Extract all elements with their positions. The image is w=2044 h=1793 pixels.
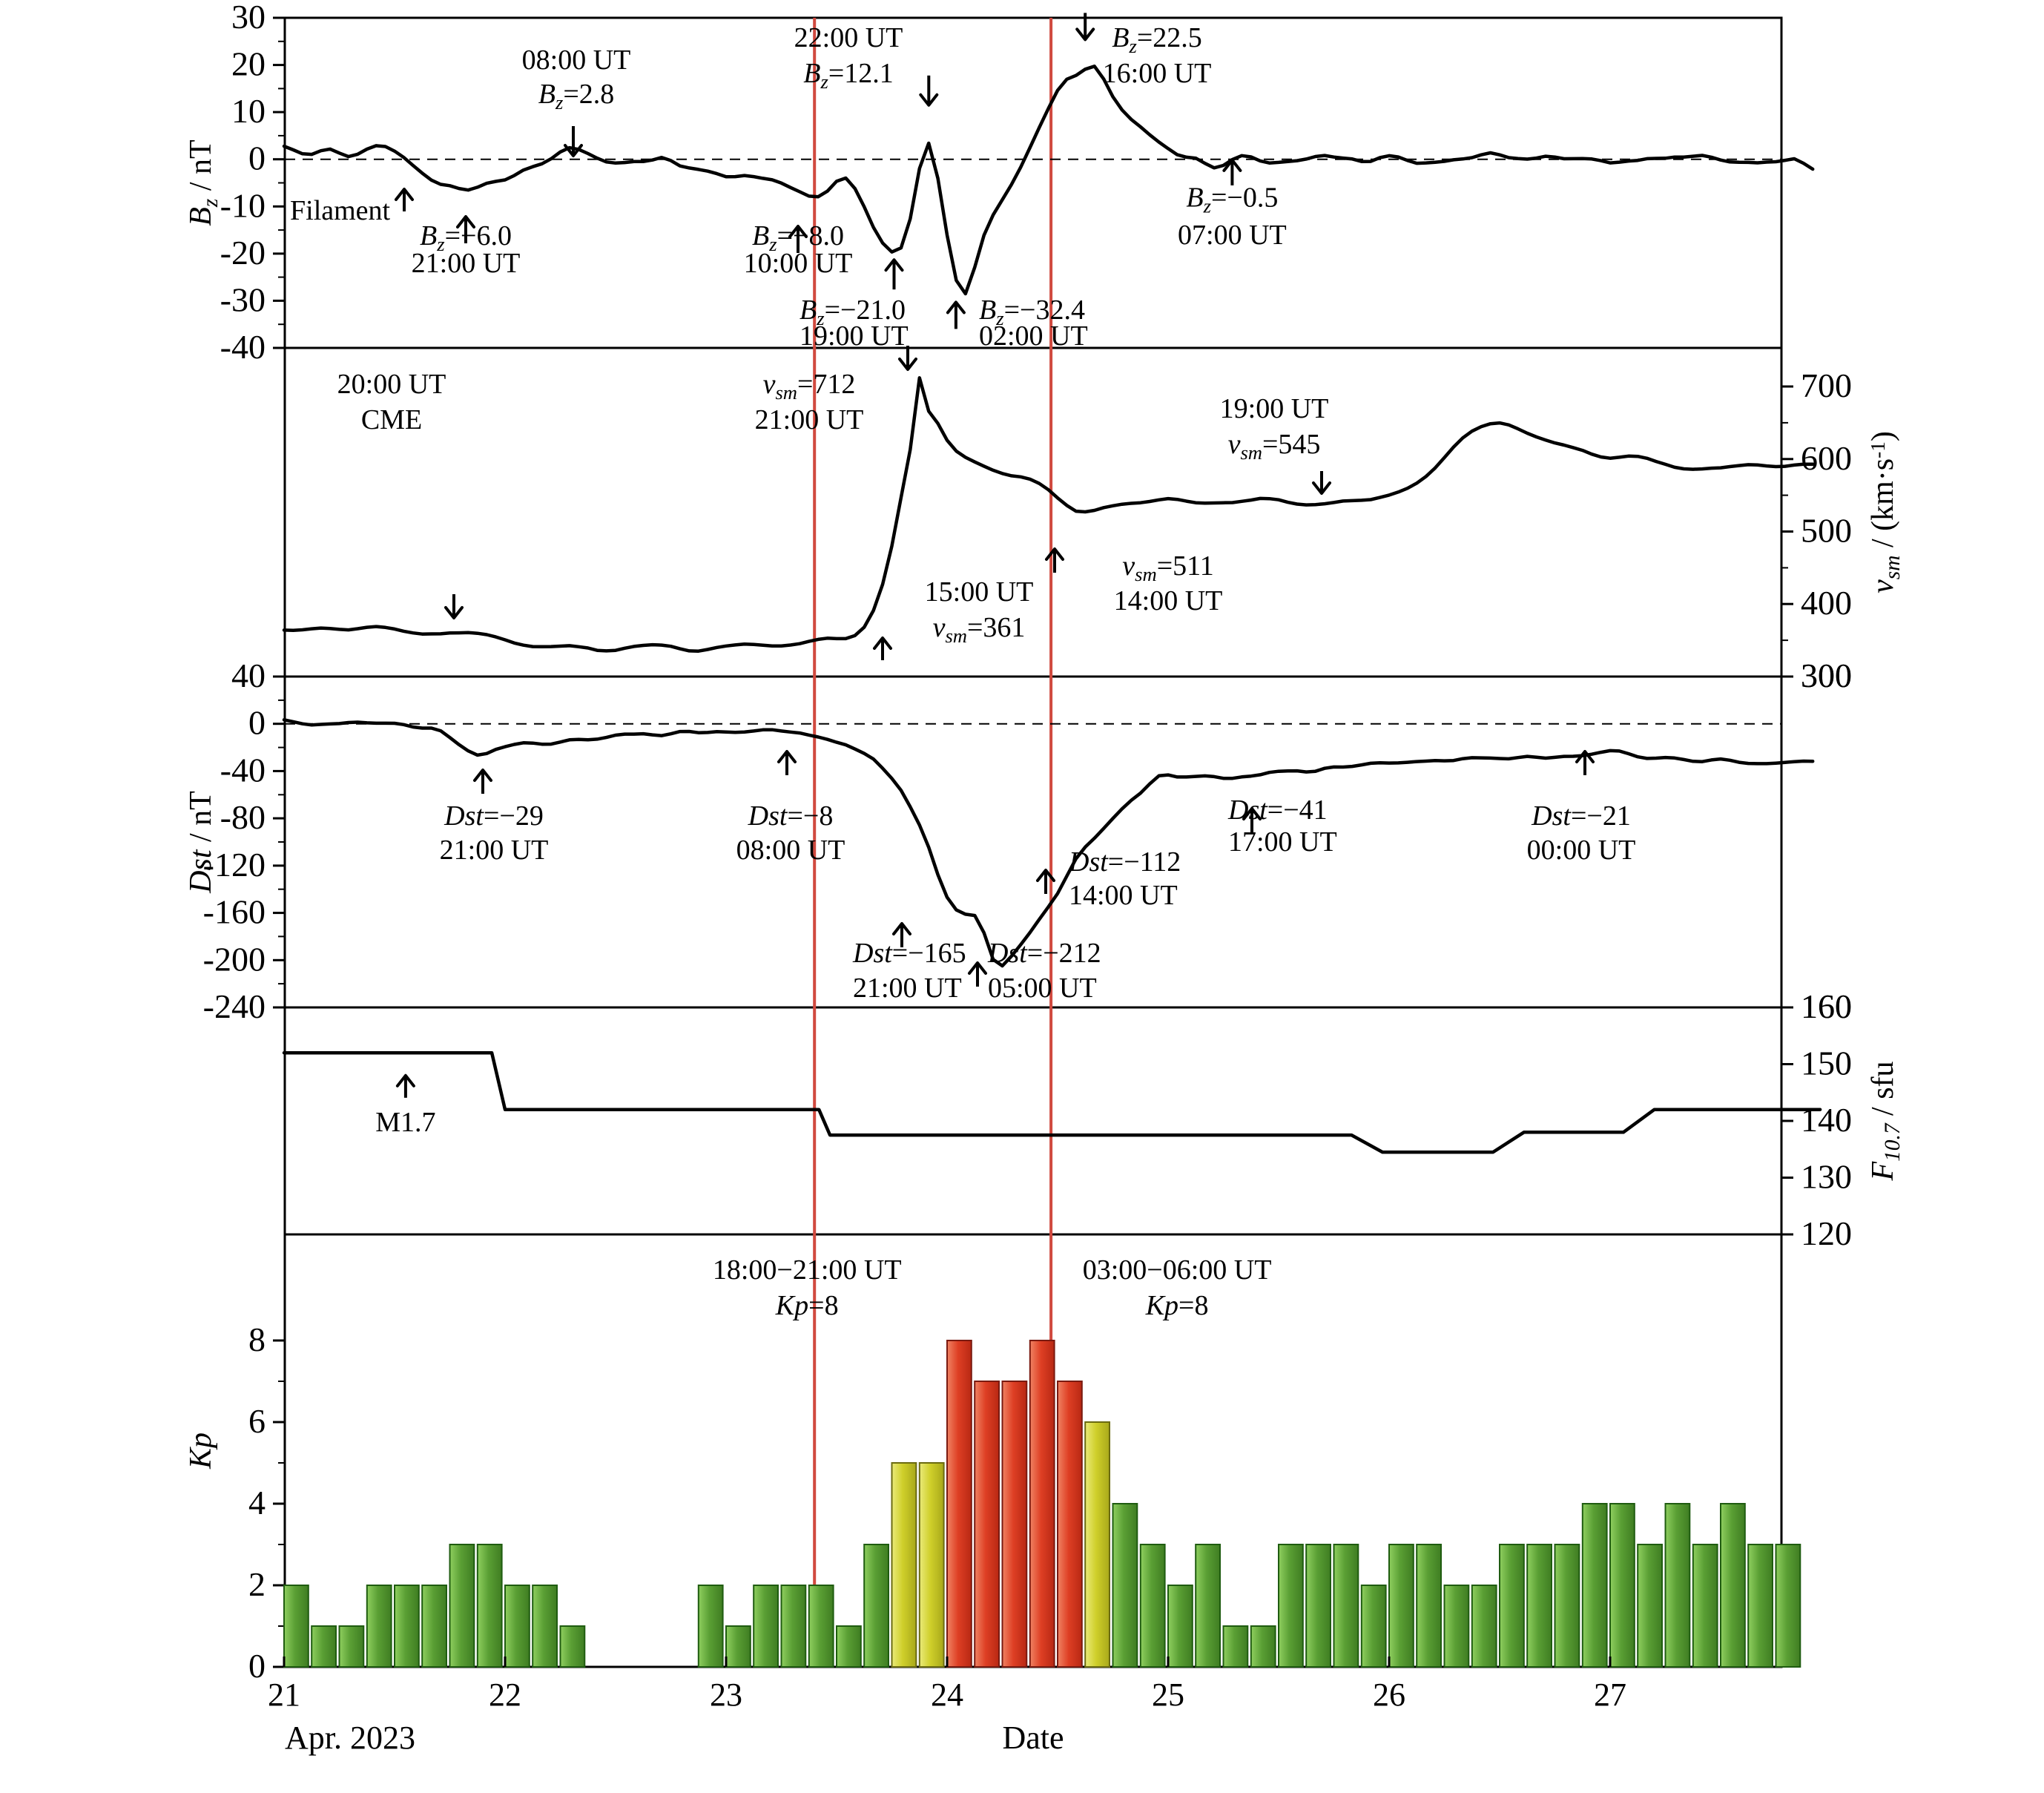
svg-text:Kp=8: Kp=8 <box>775 1290 839 1321</box>
svg-text:23: 23 <box>710 1677 742 1713</box>
svg-text:Bz=2.8: Bz=2.8 <box>538 79 615 113</box>
svg-text:Dst=−29: Dst=−29 <box>444 800 544 832</box>
svg-text:Bz=22.5: Bz=22.5 <box>1112 22 1202 57</box>
svg-text:24: 24 <box>931 1677 963 1713</box>
svg-text:-40: -40 <box>220 328 266 366</box>
svg-text:130: 130 <box>1801 1158 1852 1196</box>
svg-text:10:00 UT: 10:00 UT <box>744 248 853 279</box>
svg-text:Apr. 2023: Apr. 2023 <box>285 1720 415 1756</box>
svg-text:120: 120 <box>1801 1214 1852 1252</box>
svg-text:21: 21 <box>268 1677 300 1713</box>
svg-text:Bz=−0.5: Bz=−0.5 <box>1186 182 1278 217</box>
svg-text:CME: CME <box>361 404 422 435</box>
svg-text:20: 20 <box>231 45 266 83</box>
svg-text:-30: -30 <box>220 280 266 318</box>
svg-text:21:00 UT: 21:00 UT <box>440 835 549 866</box>
svg-text:14:00 UT: 14:00 UT <box>1069 880 1178 911</box>
svg-text:07:00 UT: 07:00 UT <box>1178 220 1287 251</box>
svg-text:150: 150 <box>1801 1044 1852 1082</box>
svg-text:21:00 UT: 21:00 UT <box>412 248 521 279</box>
svg-text:08:00 UT: 08:00 UT <box>522 45 631 76</box>
svg-text:-40: -40 <box>220 751 266 789</box>
svg-text:18:00−21:00 UT: 18:00−21:00 UT <box>713 1254 902 1286</box>
svg-text:02:00 UT: 02:00 UT <box>979 320 1088 352</box>
svg-text:25: 25 <box>1152 1677 1184 1713</box>
svg-text:300: 300 <box>1801 657 1852 694</box>
svg-text:03:00−06:00 UT: 03:00−06:00 UT <box>1083 1254 1272 1286</box>
svg-text:500: 500 <box>1801 512 1852 550</box>
svg-text:Bz=12.1: Bz=12.1 <box>803 58 894 93</box>
svg-text:-80: -80 <box>220 798 266 836</box>
svg-text:22: 22 <box>489 1677 521 1713</box>
svg-text:15:00 UT: 15:00 UT <box>925 576 1034 608</box>
svg-text:22:00 UT: 22:00 UT <box>794 22 903 53</box>
svg-text:0: 0 <box>248 1647 266 1685</box>
svg-text:Dst / nT: Dst / nT <box>184 791 218 894</box>
svg-text:400: 400 <box>1801 584 1852 622</box>
svg-text:700: 700 <box>1801 366 1852 404</box>
svg-text:Filament: Filament <box>290 195 391 226</box>
svg-text:08:00 UT: 08:00 UT <box>736 835 845 866</box>
svg-text:21:00 UT: 21:00 UT <box>853 973 962 1004</box>
svg-text:16:00 UT: 16:00 UT <box>1103 58 1212 89</box>
svg-text:8: 8 <box>248 1320 266 1358</box>
svg-text:-20: -20 <box>220 234 266 272</box>
svg-text:6: 6 <box>248 1402 266 1440</box>
svg-text:4: 4 <box>248 1484 266 1521</box>
svg-text:160: 160 <box>1801 987 1852 1025</box>
svg-text:30: 30 <box>231 0 266 36</box>
svg-text:140: 140 <box>1801 1101 1852 1139</box>
svg-text:-160: -160 <box>203 893 266 931</box>
svg-text:40: 40 <box>231 657 266 694</box>
svg-text:-240: -240 <box>203 987 266 1025</box>
svg-text:Dst=−212: Dst=−212 <box>987 938 1101 969</box>
svg-text:0: 0 <box>248 139 266 177</box>
svg-text:600: 600 <box>1801 439 1852 477</box>
svg-text:Bz / nT: Bz / nT <box>184 139 222 226</box>
svg-text:0: 0 <box>248 704 266 742</box>
svg-text:19:00 UT: 19:00 UT <box>1220 393 1329 424</box>
svg-text:26: 26 <box>1373 1677 1405 1713</box>
svg-text:F10.7 / sfu: F10.7 / sfu <box>1866 1061 1905 1181</box>
svg-text:Kp: Kp <box>184 1432 218 1470</box>
svg-text:19:00 UT: 19:00 UT <box>800 320 909 352</box>
svg-text:Dst=−165: Dst=−165 <box>852 938 966 969</box>
svg-text:05:00 UT: 05:00 UT <box>988 973 1097 1004</box>
svg-text:27: 27 <box>1594 1677 1626 1713</box>
svg-text:Dst=−41: Dst=−41 <box>1227 794 1328 826</box>
svg-text:2: 2 <box>248 1565 266 1603</box>
svg-text:Dst=−112: Dst=−112 <box>1068 846 1181 878</box>
svg-text:Dst=−8: Dst=−8 <box>748 800 834 832</box>
svg-text:-10: -10 <box>220 186 266 224</box>
svg-text:00:00 UT: 00:00 UT <box>1527 835 1636 866</box>
svg-text:17:00 UT: 17:00 UT <box>1228 826 1337 858</box>
svg-text:M1.7: M1.7 <box>375 1107 435 1138</box>
svg-text:Kp=8: Kp=8 <box>1145 1290 1209 1321</box>
svg-text:-200: -200 <box>203 940 266 978</box>
svg-text:Dst=−21: Dst=−21 <box>1531 800 1631 832</box>
svg-text:21:00 UT: 21:00 UT <box>755 404 864 435</box>
svg-text:20:00 UT: 20:00 UT <box>337 369 446 400</box>
svg-text:14:00 UT: 14:00 UT <box>1114 585 1223 616</box>
svg-text:10: 10 <box>231 92 266 130</box>
svg-text:Date: Date <box>1002 1720 1064 1756</box>
